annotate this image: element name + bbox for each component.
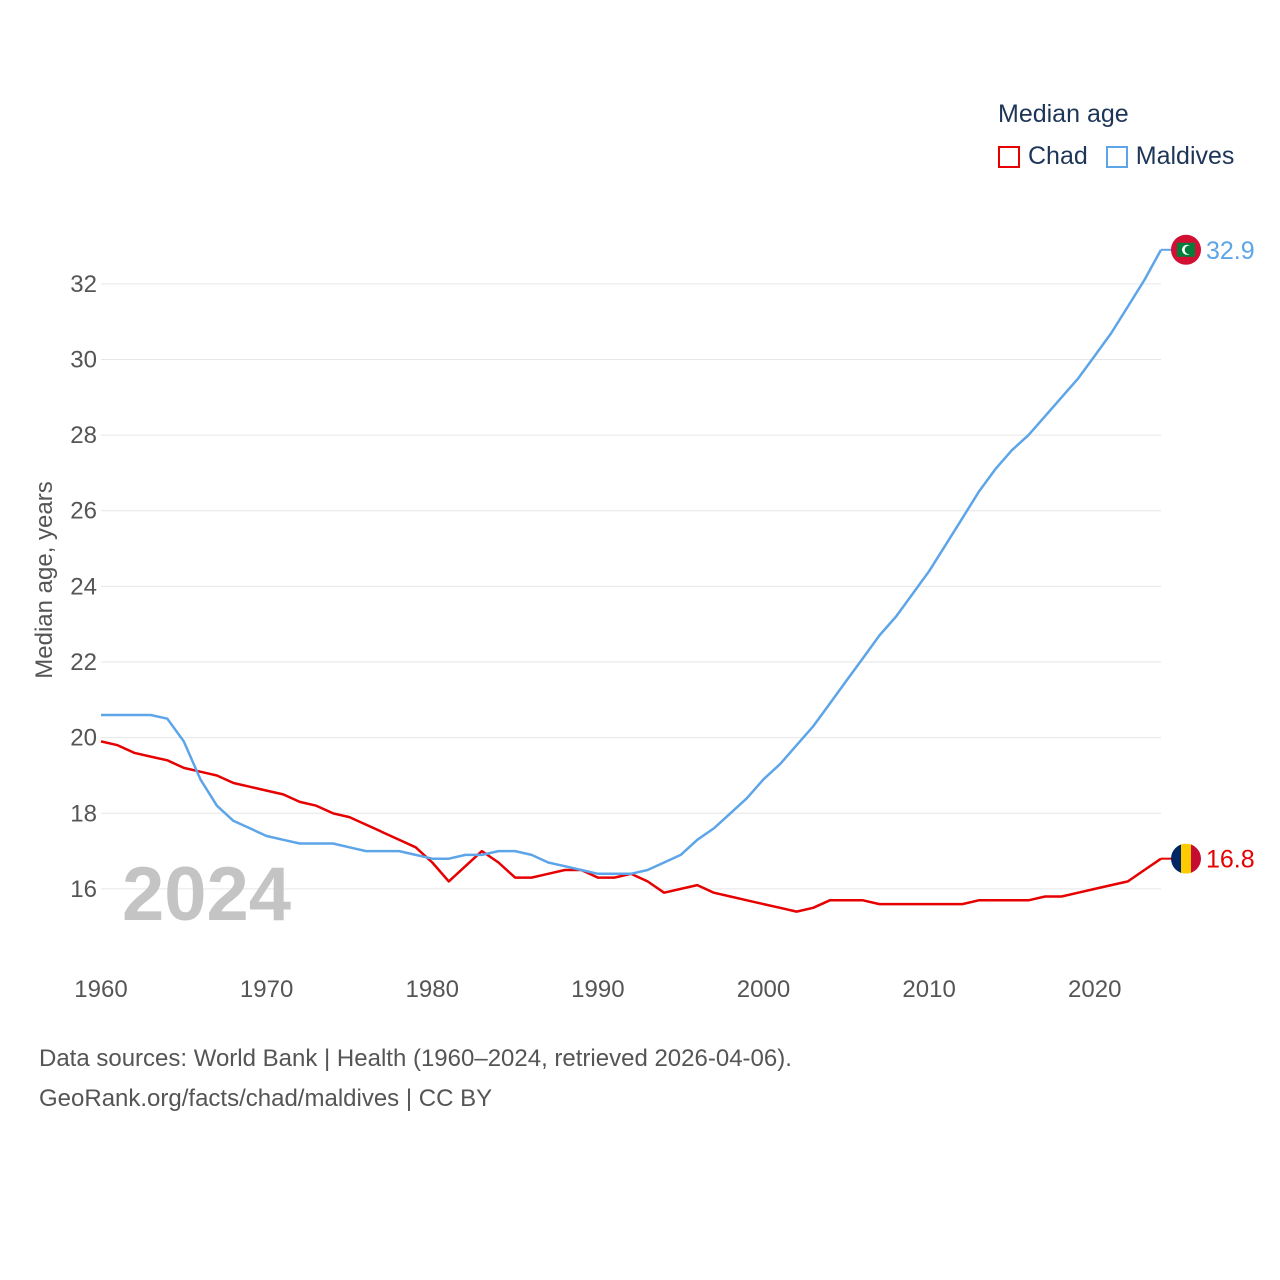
y-tick-label: 16	[70, 876, 97, 903]
legend-label-chad: Chad	[1028, 142, 1088, 170]
y-tick-label: 30	[70, 346, 97, 373]
y-tick-label: 32	[70, 271, 97, 298]
legend: Chad Maldives	[998, 142, 1252, 171]
series-end-markers: 16.8 32.9	[1161, 234, 1255, 874]
legend-item-chad[interactable]: Chad	[998, 142, 1088, 171]
x-axis-ticks: 1960 1970 1980 1990 2000 2010 2020	[74, 976, 1121, 1003]
y-tick-label: 28	[70, 422, 97, 449]
x-tick-label: 1990	[571, 976, 624, 1003]
legend-title: Median age	[998, 100, 1129, 128]
attribution-link[interactable]: GeoRank.org/facts/chad/maldives | CC BY	[39, 1085, 493, 1112]
gridlines	[101, 283, 1161, 890]
year-watermark: 2024	[122, 852, 291, 937]
maldives-end-value-label: 32.9	[1206, 237, 1255, 265]
y-tick-label: 22	[70, 649, 97, 676]
x-tick-label: 2010	[902, 976, 955, 1003]
y-axis-ticks: 16 18 20 22 24 26 28 30 32	[70, 271, 97, 903]
x-tick-label: 1970	[240, 976, 293, 1003]
y-tick-label: 26	[70, 498, 97, 525]
maldives-line[interactable]	[101, 249, 1163, 876]
y-tick-label: 24	[70, 573, 97, 600]
chad-flag-icon	[1171, 843, 1201, 874]
y-tick-label: 18	[70, 800, 97, 827]
legend-item-maldives[interactable]: Maldives	[1105, 142, 1235, 171]
y-axis-label: Median age, years	[31, 481, 58, 678]
x-tick-label: 2000	[737, 976, 790, 1003]
series-lines	[100, 249, 1163, 913]
y-tick-label: 20	[70, 725, 97, 752]
chad-end-value-label: 16.8	[1206, 846, 1255, 874]
maldives-flag-icon	[1171, 234, 1201, 265]
data-source-text: Data sources: World Bank | Health (1960–…	[39, 1045, 792, 1072]
x-tick-label: 2020	[1068, 976, 1121, 1003]
legend-swatch-chad	[998, 145, 1020, 168]
x-tick-label: 1980	[406, 976, 459, 1003]
x-tick-label: 1960	[74, 976, 127, 1003]
legend-swatch-maldives	[1105, 145, 1128, 168]
legend-label-maldives: Maldives	[1135, 142, 1235, 170]
